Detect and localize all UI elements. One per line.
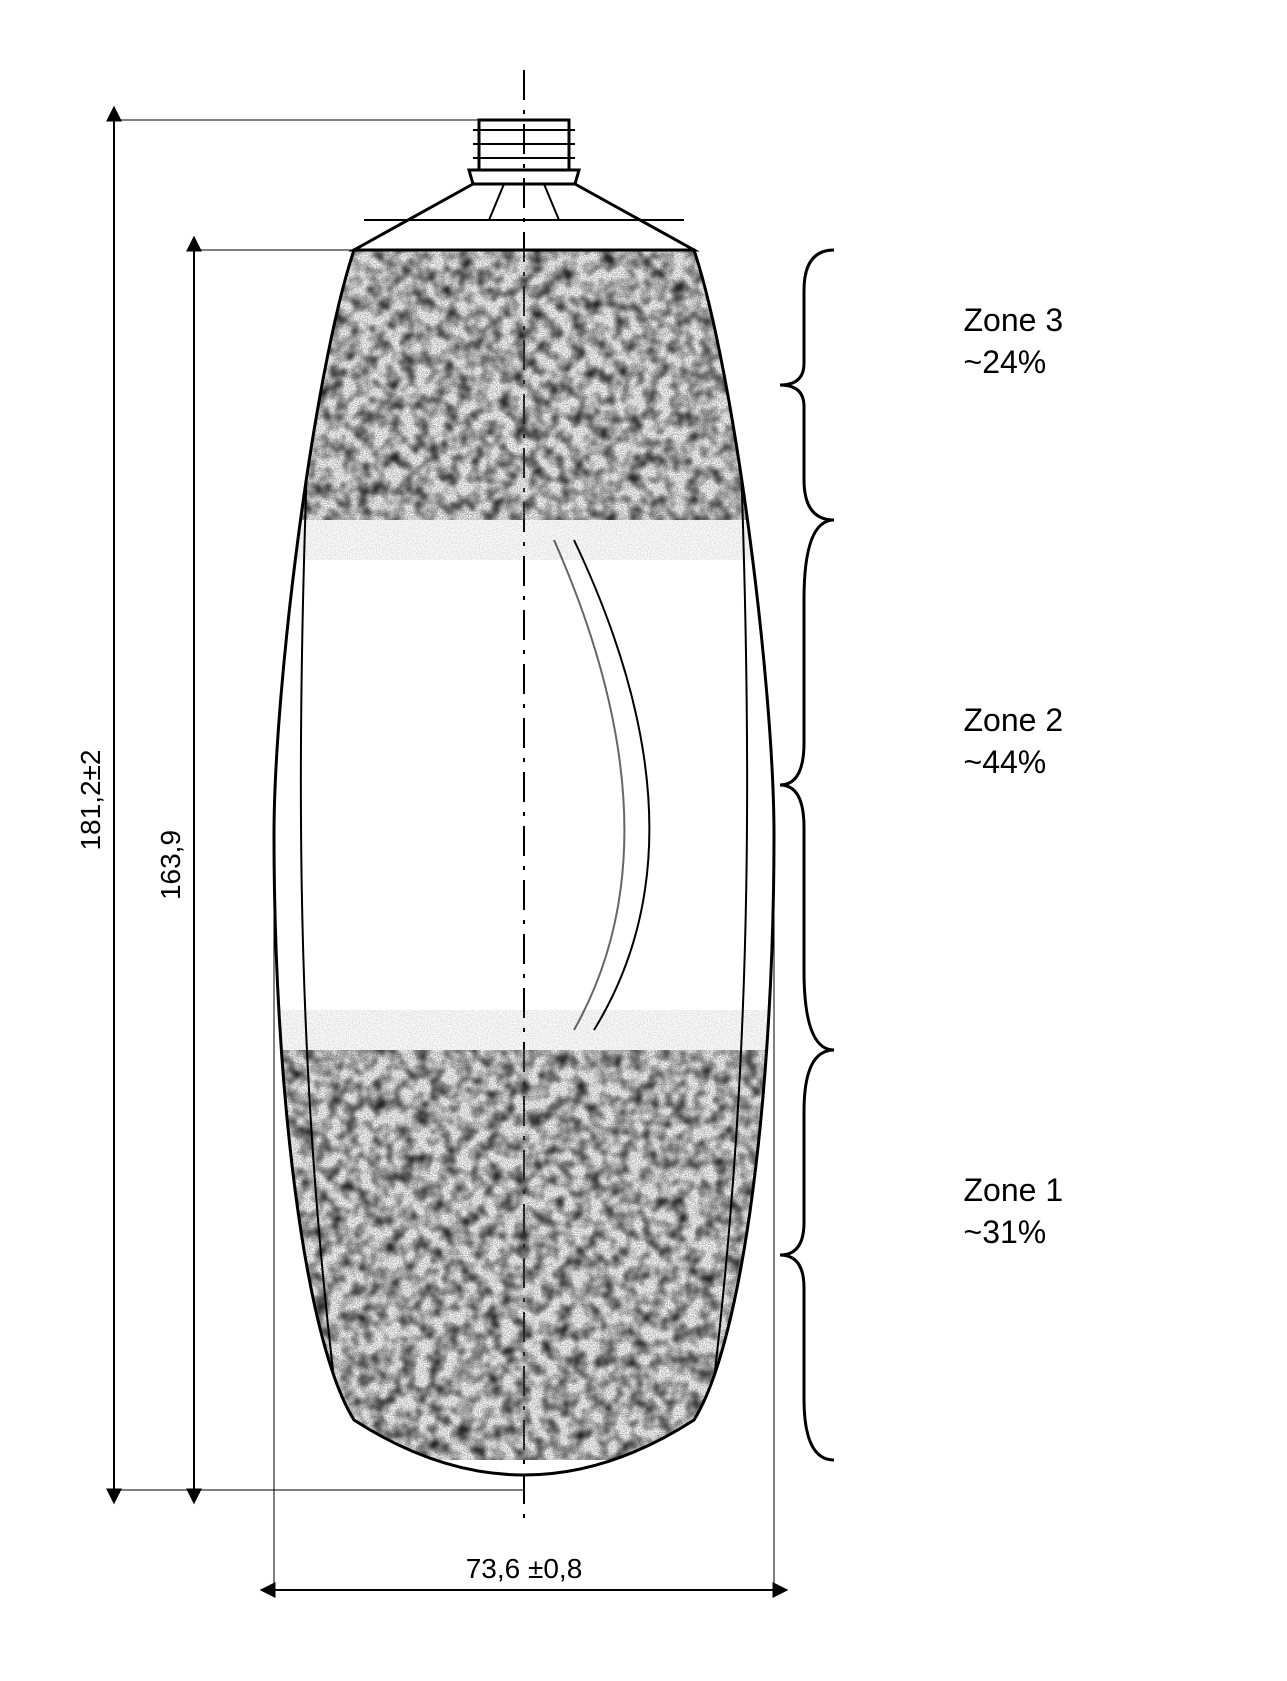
- zone3-name: Zone 3: [964, 302, 1064, 338]
- zone2-percent: ~44%: [964, 744, 1047, 780]
- zone3-label: Zone 3 ~24%: [964, 300, 1064, 383]
- zone3-percent: ~24%: [964, 344, 1047, 380]
- zone2-label: Zone 2 ~44%: [964, 700, 1064, 783]
- zone2-name: Zone 2: [964, 702, 1064, 738]
- zone1-name: Zone 1: [964, 1172, 1064, 1208]
- zone1-percent: ~31%: [964, 1214, 1047, 1250]
- svg-text:73,6 ±0,8: 73,6 ±0,8: [465, 1553, 582, 1584]
- zone1-label: Zone 1 ~31%: [964, 1170, 1064, 1253]
- bottle-diagram: 181,2±2 163,9 73,6 ±0,8: [44, 40, 1244, 1640]
- svg-text:181,2±2: 181,2±2: [75, 749, 106, 850]
- diagram-container: 181,2±2 163,9 73,6 ±0,8 Zone 3 ~24% Zone 2…: [44, 40, 1244, 1640]
- svg-text:163,9: 163,9: [155, 830, 186, 900]
